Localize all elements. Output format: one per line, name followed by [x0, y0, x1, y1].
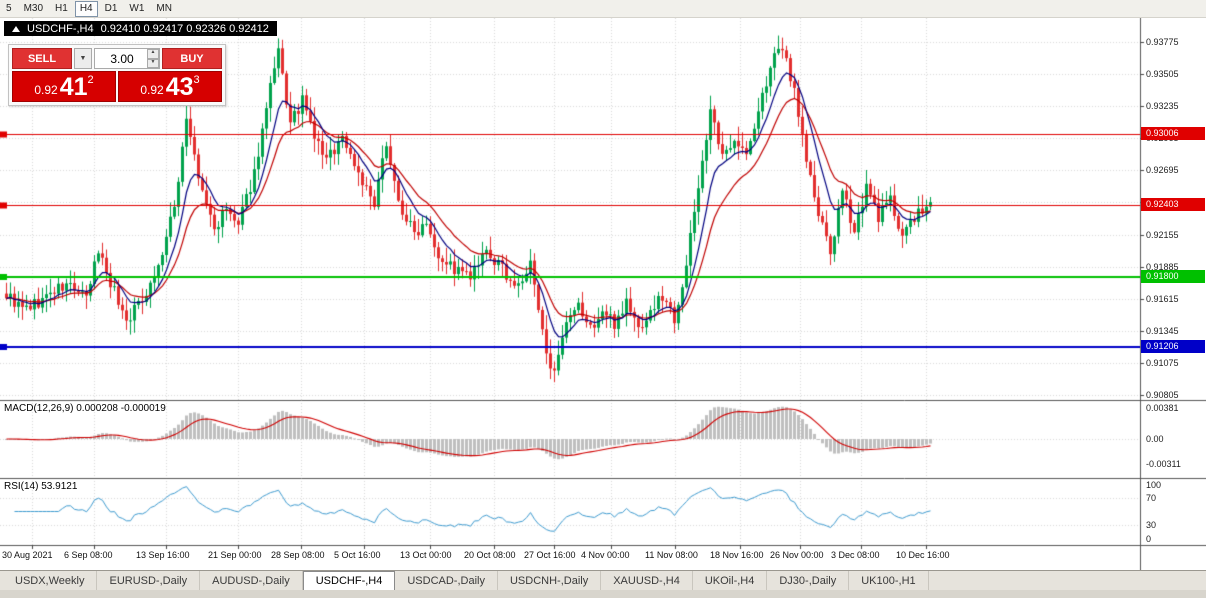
time-axis-label: 18 Nov 16:00: [710, 550, 764, 560]
rsi-axis-label: 0: [1146, 534, 1152, 544]
volume-up-icon[interactable]: ▲: [147, 49, 159, 59]
chart-title-ohlc: 0.92410 0.92417 0.92326 0.92412: [100, 22, 269, 35]
time-axis-label: 11 Nov 08:00: [645, 550, 698, 560]
timeframe-toolbar: 5 M30 H1 H4 D1 W1 MN: [0, 0, 1206, 18]
time-axis-label: 6 Sep 08:00: [64, 550, 113, 560]
price-axis-label: 0.92695: [1146, 165, 1179, 176]
macd-indicator-label: MACD(12,26,9) 0.000208 -0.000019: [4, 403, 166, 414]
volume-dropdown-button[interactable]: ▼: [74, 48, 92, 69]
volume-field-wrap: ▲ ▼: [94, 48, 160, 69]
buy-button[interactable]: BUY: [162, 48, 222, 69]
chart-tab[interactable]: DJ30-,Daily: [767, 571, 850, 590]
ask-price-box[interactable]: 0.92 43 3: [118, 71, 222, 102]
bid-price-prefix: 0.92: [34, 83, 58, 97]
timeframe-button-h1[interactable]: H1: [55, 2, 68, 14]
chart-tabs-bar: USDX,Weekly EURUSD-,Daily AUDUSD-,Daily USD…: [0, 570, 1206, 590]
price-axis-label: 0.93505: [1146, 69, 1179, 80]
timeframe-button-w1[interactable]: W1: [129, 2, 145, 14]
price-chart-canvas[interactable]: [0, 18, 1206, 570]
chart-tab[interactable]: UK100-,H1: [849, 571, 929, 590]
ask-price-prefix: 0.92: [140, 83, 164, 97]
bid-price-big: 41: [59, 73, 88, 101]
ask-price-sup: 3: [193, 74, 200, 86]
rsi-indicator-label: RSI(14) 53.9121: [4, 481, 78, 492]
chart-tab[interactable]: USDCHF-,H4: [302, 571, 396, 590]
price-axis-label: 0.91615: [1146, 293, 1179, 304]
rsi-axis-label: 100: [1146, 480, 1162, 490]
time-axis-label: 5 Oct 16:00: [334, 550, 381, 560]
price-line-label[interactable]: 0.93006: [1141, 126, 1205, 140]
time-axis-label: 26 Nov 00:00: [770, 550, 824, 560]
price-axis-label: 0.91075: [1146, 357, 1179, 368]
one-click-trading-panel: SELL ▼ ▲ ▼ BUY 0.92 41 2 0.9: [8, 44, 226, 106]
time-axis-label: 13 Sep 16:00: [136, 550, 190, 560]
chart-title-symbol: USDCHF-,H4: [27, 22, 94, 35]
ask-price-big: 43: [165, 73, 194, 101]
time-axis-label: 21 Sep 00:00: [208, 550, 262, 560]
timeframe-button-h4[interactable]: H4: [74, 0, 98, 17]
price-axis-label: 0.93235: [1146, 101, 1179, 112]
time-axis-label: 27 Oct 16:00: [524, 550, 576, 560]
price-axis-label: 0.93775: [1146, 37, 1179, 48]
timeframe-button-m30[interactable]: M30: [23, 2, 44, 14]
price-axis-label: 0.91885: [1146, 261, 1179, 272]
price-line-label[interactable]: 0.91206: [1141, 340, 1205, 354]
rsi-axis-label: 70: [1146, 493, 1157, 504]
status-bar: [0, 590, 1206, 598]
chart-tab[interactable]: UKOil-,H4: [693, 571, 768, 590]
macd-axis-label: -0.00311: [1146, 459, 1181, 470]
time-axis-label: 4 Nov 00:00: [581, 550, 630, 560]
chart-tab[interactable]: XAUUSD-,H4: [601, 571, 693, 590]
volume-input[interactable]: [95, 49, 159, 68]
chart-title-bar: USDCHF-,H4 0.92410 0.92417 0.92326 0.924…: [4, 21, 277, 36]
price-axis-label: 0.91345: [1146, 325, 1179, 336]
macd-axis-label: 0.00: [1146, 434, 1164, 444]
time-axis-label: 3 Dec 08:00: [831, 550, 880, 560]
chart-tab[interactable]: USDCAD-,Daily: [395, 571, 498, 590]
chart-icon: [12, 25, 20, 32]
bid-price-sup: 2: [87, 74, 94, 86]
macd-axis-label: 0.00381: [1146, 403, 1179, 414]
time-axis-label: 20 Oct 08:00: [464, 550, 516, 560]
timeframe-button-5[interactable]: 5: [6, 2, 12, 14]
timeframe-button-d1[interactable]: D1: [104, 2, 118, 14]
time-axis-label: 30 Aug 2021: [2, 550, 53, 560]
timeframe-button-mn[interactable]: MN: [156, 2, 172, 14]
chart-tab[interactable]: AUDUSD-,Daily: [200, 571, 303, 590]
rsi-axis-label: 30: [1146, 519, 1157, 530]
chart-tab[interactable]: EURUSD-,Daily: [97, 571, 201, 590]
price-axis-label: 0.90805: [1146, 389, 1179, 400]
sell-button[interactable]: SELL: [12, 48, 72, 69]
time-axis-label: 10 Dec 16:00: [896, 550, 950, 560]
chart-tab[interactable]: USDCNH-,Daily: [498, 571, 602, 590]
price-axis-label: 0.92155: [1146, 229, 1179, 240]
chart-tab[interactable]: USDX,Weekly: [3, 571, 98, 590]
time-axis-label: 13 Oct 00:00: [400, 550, 452, 560]
time-axis-label: 28 Sep 08:00: [271, 550, 325, 560]
volume-spinner: ▲ ▼: [147, 49, 159, 68]
price-line-label[interactable]: 0.91800: [1141, 269, 1205, 283]
bid-price-box[interactable]: 0.92 41 2: [12, 71, 116, 102]
volume-down-icon[interactable]: ▼: [147, 58, 159, 68]
price-line-label[interactable]: 0.92403: [1141, 198, 1205, 212]
chart-window: USDCHF-,H4 0.92410 0.92417 0.92326 0.924…: [0, 18, 1206, 570]
